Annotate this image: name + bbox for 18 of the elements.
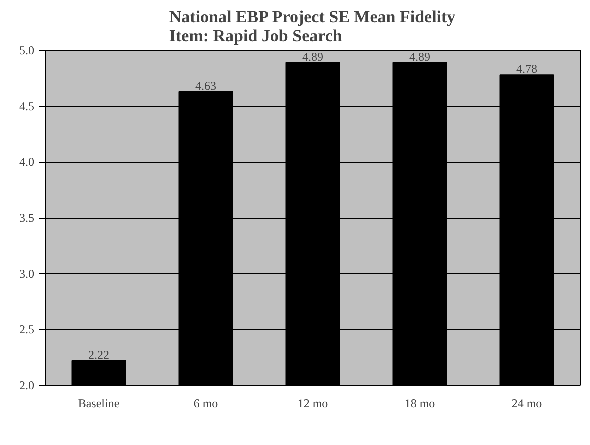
data-label: 2.22	[88, 348, 110, 362]
x-tick-label: 18 mo	[404, 396, 436, 410]
chart-title: National EBP Project SE Mean Fidelity Item: Rapid Job Search	[169, 8, 456, 46]
x-tick-label: 24 mo	[512, 396, 542, 410]
y-tick-label: 2.0	[20, 378, 34, 392]
x-tick-label: 6 mo	[194, 396, 218, 410]
y-tick-label: 5.0	[20, 44, 34, 58]
data-label: 4.63	[196, 78, 216, 93]
y-tick-label: 3.5	[20, 211, 34, 225]
data-label: 4.89	[302, 50, 324, 64]
y-tick-label: 4.0	[20, 155, 34, 170]
x-tick-label: 12 mo	[298, 396, 328, 410]
data-label: 4.78	[516, 62, 538, 76]
data-label: 4.89	[410, 50, 430, 64]
x-tick-label: Baseline	[78, 396, 120, 410]
y-tick-label: 4.5	[20, 99, 34, 114]
y-tick-label: 2.5	[20, 322, 34, 337]
y-tick-label: 3.0	[20, 266, 34, 281]
